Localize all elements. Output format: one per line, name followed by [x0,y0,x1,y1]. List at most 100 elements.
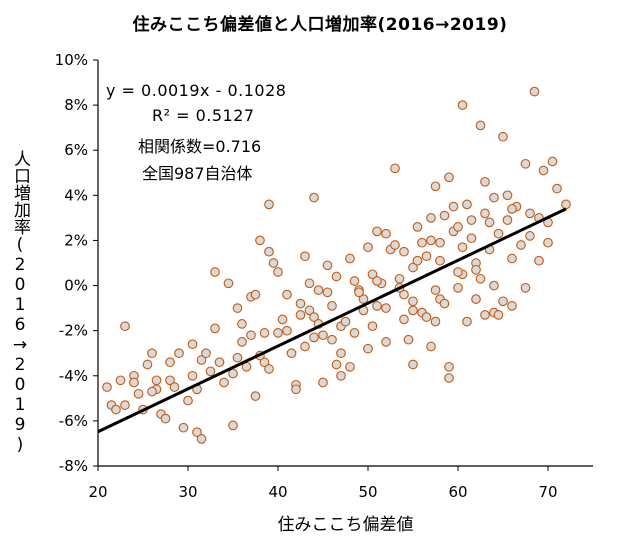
y-tick-label: 8% [64,96,88,114]
data-point [147,348,157,359]
data-point [466,215,477,225]
data-point [421,312,432,322]
data-point [250,289,261,300]
data-point [466,233,477,244]
data-point [484,217,495,228]
data-point [277,314,288,325]
data-point [313,285,324,295]
data-point [412,255,423,266]
x-tick-label: 50 [358,483,377,501]
data-point [282,325,292,336]
data-point [228,368,238,379]
data-point [349,276,360,286]
data-point [399,246,409,257]
data-point [223,278,234,289]
data-point [291,384,301,395]
data-point [421,251,432,262]
data-point [210,267,220,277]
data-point [525,208,535,219]
data-point [498,296,508,307]
data-point [133,388,144,399]
data-point [120,400,130,410]
data-point [327,334,337,345]
data-point [367,269,378,280]
data-point [147,386,157,397]
data-point [286,348,297,359]
data-point [520,282,531,293]
data-point [214,357,225,368]
data-point [363,242,373,253]
data-point [489,192,499,203]
data-point [165,375,175,386]
data-point [439,298,450,309]
data-point [322,287,333,298]
data-point [192,427,202,438]
data-point [453,267,463,277]
data-point [210,323,220,334]
data-point [561,199,571,210]
data-point [457,100,468,110]
x-tick-label: 70 [538,483,557,501]
data-point [430,285,441,295]
regression-equation: y = 0.0019x - 0.1028 [106,81,287,100]
data-point [462,316,472,327]
data-point [115,375,126,386]
y-tick-label: 2% [64,231,88,249]
x-tick-label: 40 [268,483,287,501]
data-point [372,276,382,286]
data-point [129,377,139,388]
x-tick-label: 30 [178,483,197,501]
data-point [336,348,346,359]
data-point [264,199,274,210]
data-point [408,359,418,370]
data-point [480,310,490,320]
data-point [408,262,418,273]
data-point [142,359,153,370]
data-point [336,370,346,381]
y-tick-label: 6% [64,141,88,159]
data-point [430,316,441,327]
x-axis-ticks: 20 30 40 50 60 70 [88,466,558,501]
data-point [160,413,171,424]
data-point [462,199,472,210]
data-point [439,210,450,221]
data-point [250,391,261,401]
data-point [345,253,355,264]
data-point [196,434,207,444]
data-point [246,330,256,341]
data-point [237,319,247,329]
data-point [520,158,531,169]
data-point [309,192,319,203]
data-point [363,343,373,354]
data-point [304,278,315,289]
data-point [264,364,274,374]
data-point [300,251,310,262]
data-point [426,213,436,223]
data-point [552,183,562,194]
data-point [259,328,270,338]
data-point [390,240,400,250]
data-point [169,382,180,392]
data-point [205,366,216,377]
data-point [318,330,328,341]
data-point [507,253,517,264]
data-point [120,321,130,332]
data-point [516,240,526,250]
data-point [534,255,544,266]
data-point [453,282,463,293]
data-point [471,294,481,304]
sample-size-label: 全国987自治体 [142,164,253,183]
data-points [102,86,571,444]
data-point [187,339,198,350]
data-point [237,337,247,347]
data-point [367,321,378,332]
data-point [381,228,391,239]
data-point [399,314,409,325]
data-point [322,260,333,271]
data-point [489,280,499,291]
y-tick-label: 0% [64,277,88,295]
data-point [304,305,315,316]
data-point [453,222,463,232]
data-point [403,334,414,345]
data-point [345,361,355,372]
